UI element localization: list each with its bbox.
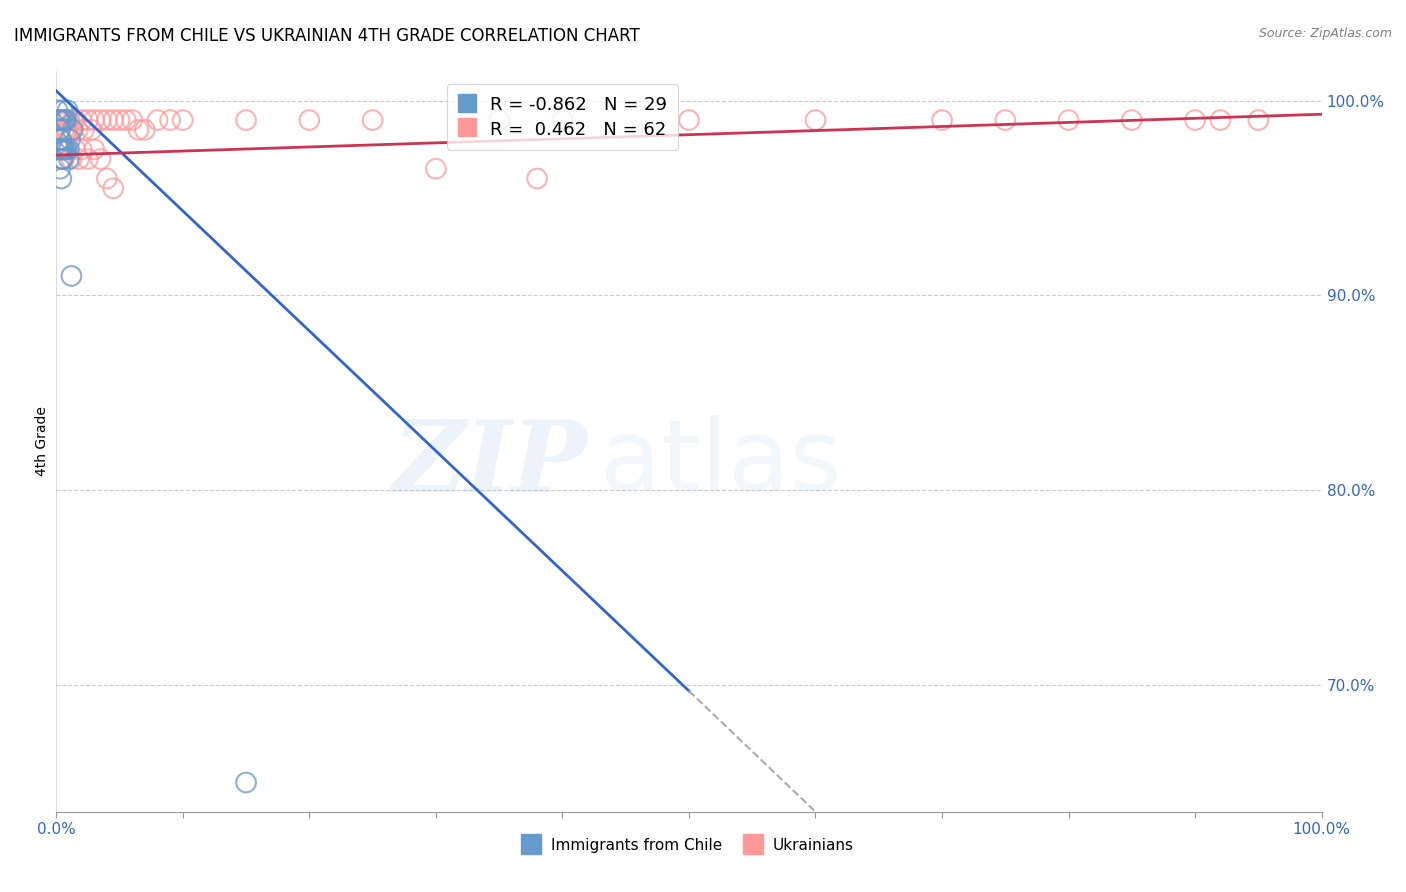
Point	[52, 152, 75, 166]
Point	[83, 142, 105, 156]
Point	[1247, 113, 1270, 128]
Point	[90, 152, 111, 166]
Point	[51, 152, 73, 166]
Text: ZIP: ZIP	[392, 416, 588, 512]
Point	[60, 152, 83, 166]
Point	[60, 123, 83, 137]
Legend: Immigrants from Chile, Ukrainians: Immigrants from Chile, Ukrainians	[517, 831, 860, 860]
Point	[146, 113, 169, 128]
Point	[58, 142, 80, 156]
Point	[49, 142, 72, 156]
Point	[298, 113, 321, 128]
Point	[52, 142, 75, 156]
Point	[678, 113, 700, 128]
Point	[172, 113, 194, 128]
Point	[62, 113, 84, 128]
Point	[55, 142, 77, 156]
Point	[488, 113, 510, 128]
Point	[67, 152, 90, 166]
Text: atlas: atlas	[600, 416, 842, 512]
Point	[46, 103, 69, 118]
Point	[66, 123, 89, 137]
Point	[994, 113, 1017, 128]
Point	[55, 142, 77, 156]
Point	[49, 161, 72, 176]
Point	[65, 113, 87, 128]
Point	[52, 113, 75, 128]
Point	[90, 113, 111, 128]
Point	[73, 123, 96, 137]
Point	[425, 161, 447, 176]
Point	[96, 171, 118, 186]
Point	[51, 113, 73, 128]
Point	[55, 113, 77, 128]
Point	[121, 113, 143, 128]
Text: IMMIGRANTS FROM CHILE VS UKRAINIAN 4TH GRADE CORRELATION CHART: IMMIGRANTS FROM CHILE VS UKRAINIAN 4TH G…	[14, 27, 640, 45]
Point	[49, 142, 72, 156]
Point	[52, 113, 75, 128]
Point	[58, 142, 80, 156]
Point	[235, 775, 257, 789]
Point	[526, 171, 548, 186]
Point	[60, 268, 83, 283]
Point	[804, 113, 827, 128]
Point	[114, 113, 138, 128]
Point	[52, 152, 75, 166]
Point	[159, 113, 181, 128]
Point	[76, 152, 98, 166]
Point	[56, 123, 79, 137]
Point	[59, 132, 82, 146]
Point	[49, 113, 72, 128]
Point	[134, 123, 156, 137]
Point	[51, 132, 73, 146]
Point	[53, 113, 76, 128]
Point	[53, 113, 76, 128]
Point	[58, 113, 80, 128]
Point	[52, 103, 75, 118]
Point	[103, 113, 124, 128]
Point	[62, 123, 84, 137]
Point	[80, 123, 103, 137]
Point	[48, 113, 70, 128]
Point	[65, 142, 87, 156]
Point	[103, 181, 124, 195]
Point	[1184, 113, 1206, 128]
Point	[53, 142, 76, 156]
Point	[70, 113, 93, 128]
Point	[108, 113, 131, 128]
Point	[1057, 113, 1080, 128]
Point	[48, 142, 70, 156]
Point	[1209, 113, 1232, 128]
Point	[48, 142, 70, 156]
Point	[76, 113, 98, 128]
Point	[56, 103, 79, 118]
Point	[48, 113, 70, 128]
Point	[83, 113, 105, 128]
Point	[51, 113, 73, 128]
Point	[52, 123, 75, 137]
Point	[52, 142, 75, 156]
Point	[361, 113, 384, 128]
Point	[49, 132, 72, 146]
Point	[55, 123, 77, 137]
Point	[49, 123, 72, 137]
Point	[931, 113, 953, 128]
Point	[1121, 113, 1143, 128]
Point	[52, 142, 75, 156]
Point	[235, 113, 257, 128]
Point	[58, 152, 80, 166]
Y-axis label: 4th Grade: 4th Grade	[35, 407, 49, 476]
Point	[59, 123, 82, 137]
Point	[551, 113, 574, 128]
Point	[96, 113, 118, 128]
Point	[51, 171, 73, 186]
Point	[127, 123, 149, 137]
Point	[49, 123, 72, 137]
Point	[51, 142, 73, 156]
Point	[52, 152, 75, 166]
Text: Source: ZipAtlas.com: Source: ZipAtlas.com	[1258, 27, 1392, 40]
Point	[70, 142, 93, 156]
